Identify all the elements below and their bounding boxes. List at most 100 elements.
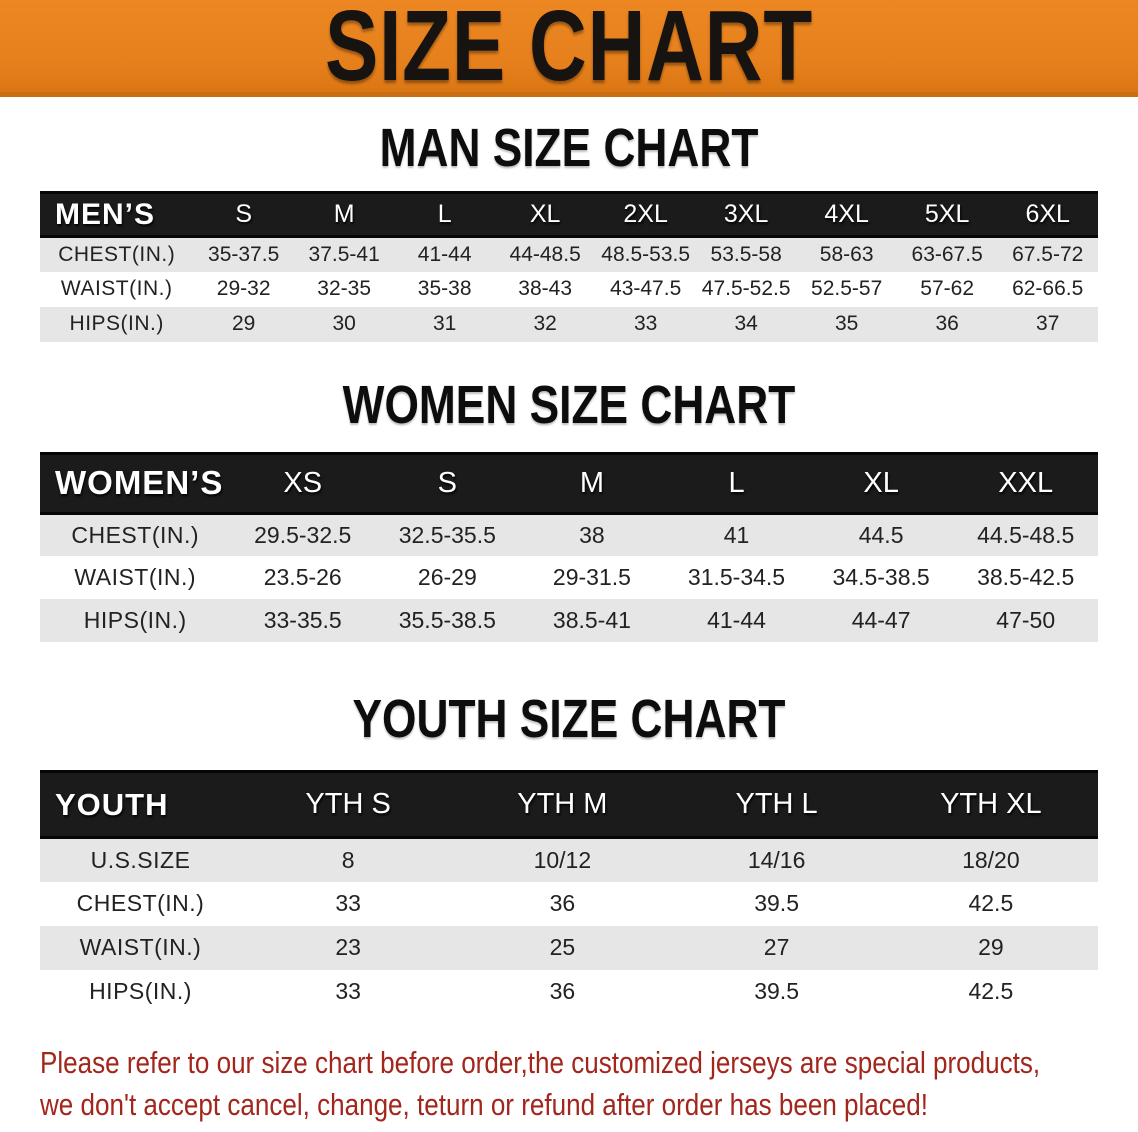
size-value: 47.5-52.5 (695, 271, 797, 307)
size-value: 42.5 (883, 969, 1098, 1014)
row-label: CHEST(IN.) (40, 513, 231, 556)
row-label: WAIST(IN.) (40, 556, 231, 599)
group-label: MEN’S (40, 191, 194, 238)
size-value: 29.5-32.5 (230, 513, 376, 556)
measurement-row: WAIST(IN.) 23 25 27 29 (40, 925, 1098, 970)
size-column-header: L (394, 191, 495, 238)
measurement-row: CHEST(IN.) 29.5-32.5 32.5-35.5 38 41 44.5 44.5… (40, 513, 1098, 556)
size-value: 38.5-42.5 (953, 556, 1098, 599)
size-value: 29-32 (193, 271, 294, 307)
size-value: 38.5-41 (519, 599, 665, 642)
size-value: 37.5-41 (293, 236, 395, 272)
size-value: 42.5 (883, 881, 1098, 926)
size-column-header: 5XL (896, 191, 998, 238)
size-value: 33 (595, 306, 696, 342)
youth-size-table: YOUTH YTH S YTH M YTH L YTH XL U.S.SIZE 8 10/12… (40, 770, 1098, 1014)
size-header-row: YOUTH YTH S YTH M YTH L YTH XL (40, 770, 1098, 839)
row-label: CHEST(IN.) (40, 881, 242, 926)
order-policy-note-line1: Please refer to our size chart before or… (40, 1044, 1041, 1080)
women-size-section: WOMEN SIZE CHART WOMEN’S XS S M L XL XXL CHEST(… (0, 374, 1138, 642)
size-value: 62-66.5 (997, 271, 1098, 307)
size-value: 32.5-35.5 (375, 513, 520, 556)
size-value: 43-47.5 (595, 271, 696, 307)
row-label: CHEST(IN.) (40, 236, 194, 272)
size-column-header: XL (808, 451, 954, 515)
measurement-row: HIPS(IN.) 33-35.5 35.5-38.5 38.5-41 41-44 44-… (40, 599, 1098, 642)
size-value: 38-43 (494, 271, 596, 307)
size-column-header: 4XL (796, 191, 897, 238)
size-value: 33 (241, 881, 456, 926)
size-header-row: WOMEN’S XS S M L XL XXL (40, 451, 1098, 515)
size-value: 48.5-53.5 (595, 236, 696, 272)
size-value: 52.5-57 (796, 271, 897, 307)
man-size-section: MAN SIZE CHART MEN’S S M L XL 2XL 3XL 4XL 5XL 6XL… (0, 121, 1138, 342)
size-value: 10/12 (455, 837, 670, 882)
measurement-row: U.S.SIZE 8 10/12 14/16 18/20 (40, 837, 1098, 882)
size-column-header: L (664, 451, 809, 515)
size-value: 41-44 (664, 599, 809, 642)
group-label: YOUTH (40, 770, 242, 839)
size-value: 35 (796, 306, 897, 342)
size-value: 53.5-58 (695, 236, 797, 272)
size-value: 35-37.5 (193, 236, 294, 272)
women-size-table: WOMEN’S XS S M L XL XXL CHEST(IN.) 29.5-32.5 32.5… (40, 451, 1098, 642)
size-column-header: YTH S (241, 770, 456, 839)
size-value: 44-47 (808, 599, 954, 642)
row-label: HIPS(IN.) (40, 306, 194, 342)
measurement-row: WAIST(IN.) 23.5-26 26-29 29-31.5 31.5-34.5 34… (40, 556, 1098, 599)
size-value: 39.5 (669, 969, 884, 1014)
youth-size-heading: YOUTH SIZE CHART (352, 689, 786, 749)
size-column-header: S (375, 451, 520, 515)
size-header-row: MEN’S S M L XL 2XL 3XL 4XL 5XL 6XL (40, 191, 1098, 238)
size-value: 44-48.5 (494, 236, 596, 272)
size-value: 26-29 (375, 556, 520, 599)
size-value: 58-63 (796, 236, 897, 272)
size-value: 30 (293, 306, 395, 342)
size-value: 29 (193, 306, 294, 342)
size-column-header: XXL (953, 451, 1098, 515)
group-label: WOMEN’S (40, 451, 231, 515)
row-label: WAIST(IN.) (40, 925, 242, 970)
size-value: 23 (241, 925, 456, 970)
men-size-table: MEN’S S M L XL 2XL 3XL 4XL 5XL 6XL CHEST(IN.) 35-37… (40, 191, 1098, 342)
size-value: 23.5-26 (230, 556, 376, 599)
size-value: 34 (695, 306, 797, 342)
size-column-header: YTH M (455, 770, 670, 839)
size-column-header: 6XL (997, 191, 1098, 238)
size-value: 36 (455, 969, 670, 1014)
size-value: 34.5-38.5 (808, 556, 954, 599)
size-value: 29 (883, 925, 1098, 970)
size-value: 25 (455, 925, 670, 970)
size-column-header: 3XL (695, 191, 797, 238)
youth-size-section: YOUTH SIZE CHART YOUTH YTH S YTH M YTH L YTH… (0, 692, 1138, 1014)
measurement-row: WAIST(IN.) 29-32 32-35 35-38 38-43 43-47.5 47.… (40, 271, 1098, 307)
size-value: 36 (896, 306, 998, 342)
size-value: 27 (669, 925, 884, 970)
women-size-heading: WOMEN SIZE CHART (342, 374, 796, 435)
measurement-row: HIPS(IN.) 33 36 39.5 42.5 (40, 969, 1098, 1014)
size-column-header: XS (230, 451, 376, 515)
size-column-header: 2XL (595, 191, 696, 238)
order-policy-note-line2: we don't accept cancel, change, teturn o… (40, 1086, 929, 1122)
size-value: 35-38 (394, 271, 495, 307)
row-label: HIPS(IN.) (40, 969, 242, 1014)
size-value: 31 (394, 306, 495, 342)
size-value: 8 (241, 837, 456, 882)
row-label: U.S.SIZE (40, 837, 242, 882)
banner-title: SIZE CHART (325, 0, 813, 102)
man-size-heading: MAN SIZE CHART (379, 118, 759, 178)
size-value: 32 (494, 306, 596, 342)
size-value: 33 (241, 969, 456, 1014)
size-value: 33-35.5 (230, 599, 376, 642)
size-column-header: S (193, 191, 294, 238)
size-column-header: M (293, 191, 395, 238)
measurement-row: CHEST(IN.) 35-37.5 37.5-41 41-44 44-48.5 48.5… (40, 236, 1098, 272)
row-label: HIPS(IN.) (40, 599, 231, 642)
size-chart-banner: SIZE CHART (0, 0, 1138, 97)
size-column-header: YTH L (669, 770, 884, 839)
size-value: 37 (997, 306, 1098, 342)
measurement-row: CHEST(IN.) 33 36 39.5 42.5 (40, 881, 1098, 926)
size-column-header: YTH XL (883, 770, 1098, 839)
size-value: 44.5-48.5 (953, 513, 1098, 556)
